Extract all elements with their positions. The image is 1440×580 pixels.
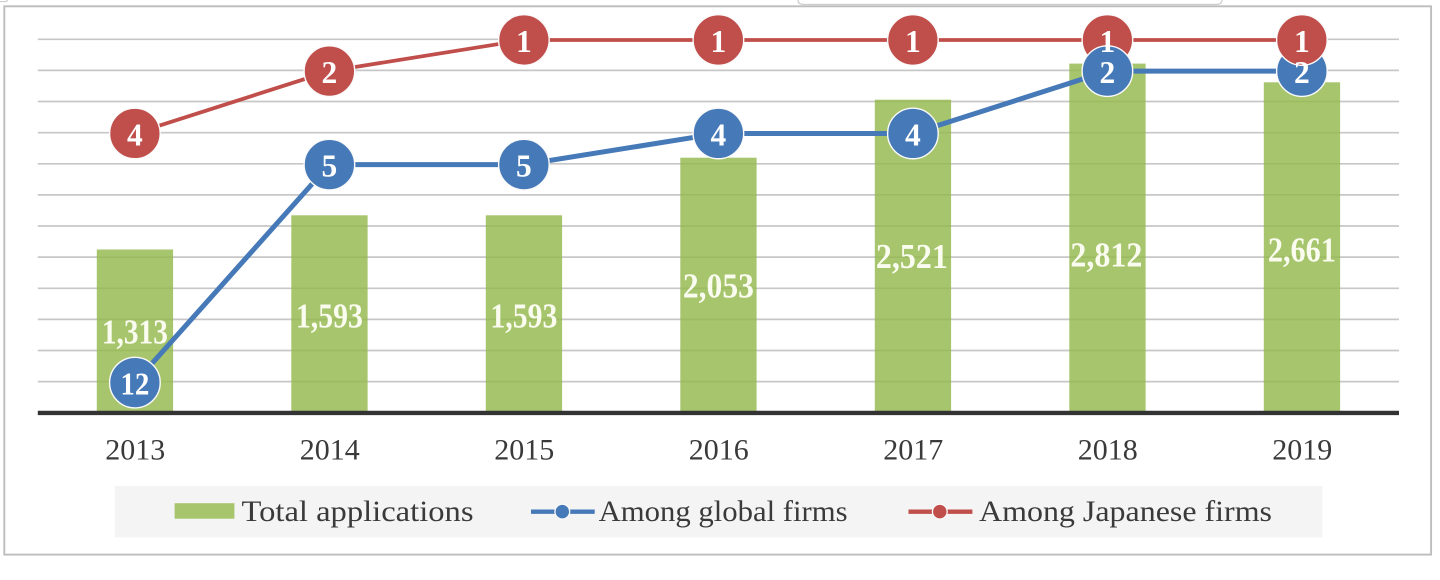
svg-text:2017: 2017	[883, 434, 943, 467]
svg-text:2013: 2013	[105, 434, 165, 467]
svg-text:1: 1	[711, 24, 727, 59]
svg-text:5: 5	[322, 149, 338, 184]
svg-text:2,053: 2,053	[683, 267, 754, 306]
svg-text:2: 2	[1294, 55, 1310, 90]
svg-text:12: 12	[120, 367, 149, 402]
svg-text:2019: 2019	[1272, 434, 1332, 467]
svg-text:2016: 2016	[689, 434, 749, 467]
svg-text:1: 1	[1294, 24, 1310, 59]
svg-text:2018: 2018	[1078, 434, 1138, 467]
svg-text:2,812: 2,812	[1070, 235, 1142, 274]
svg-text:2015: 2015	[494, 434, 554, 467]
svg-text:2: 2	[322, 55, 338, 90]
svg-text:2014: 2014	[300, 434, 360, 467]
svg-text:4: 4	[127, 117, 143, 152]
svg-text:1: 1	[1100, 24, 1116, 59]
svg-text:4: 4	[905, 117, 921, 152]
svg-text:2: 2	[1100, 55, 1116, 90]
svg-text:Total applications: Total applications	[242, 495, 474, 528]
svg-text:4: 4	[711, 117, 727, 152]
svg-text:1: 1	[516, 24, 532, 59]
svg-text:Among global firms: Among global firms	[599, 495, 848, 528]
svg-text:2,521: 2,521	[876, 237, 948, 276]
svg-text:2,661: 2,661	[1268, 231, 1336, 270]
svg-text:1,593: 1,593	[296, 296, 363, 335]
svg-text:5: 5	[516, 149, 532, 184]
svg-text:1,313: 1,313	[102, 313, 168, 352]
svg-text:1: 1	[905, 24, 921, 59]
svg-text:Among Japanese firms: Among Japanese firms	[979, 495, 1272, 528]
svg-text:1,593: 1,593	[490, 296, 557, 335]
